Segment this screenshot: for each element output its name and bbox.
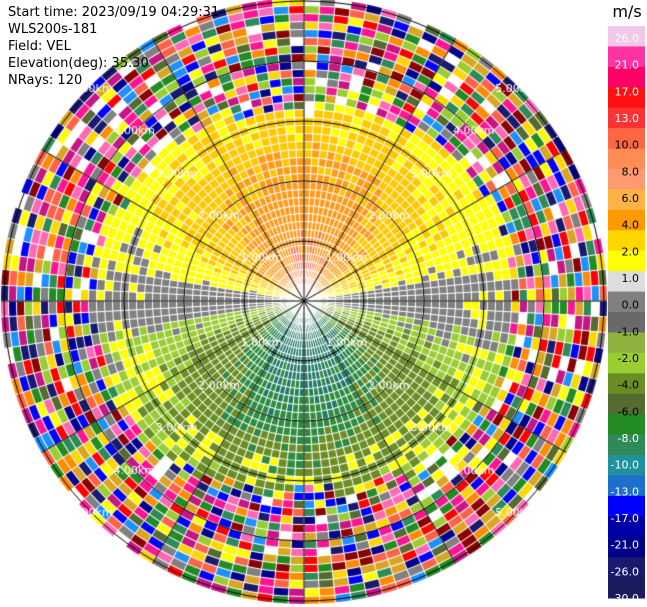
colorbar-tick-label: -30.0: [611, 592, 639, 605]
colorbar-tick-label: -4.0: [618, 379, 639, 392]
colorbar-swatch: [608, 26, 645, 47]
field-label: Field: VEL: [8, 39, 71, 54]
colorbar-swatch: [608, 230, 645, 252]
colorbar-tick-label: 4.0: [622, 219, 640, 232]
colorbar-tick-label: 2.0: [622, 245, 640, 258]
colorbar-swatch: [608, 312, 645, 333]
colorbar-swatch: [608, 373, 645, 395]
colorbar-tick-label: 21.0: [615, 59, 640, 72]
colorbar-swatch: [608, 148, 645, 170]
colorbar-tick-label: -13.0: [611, 485, 639, 498]
colorbar-swatch: [608, 66, 645, 88]
colorbar-swatch: [608, 577, 645, 599]
colorbar-swatch: [608, 107, 645, 129]
colorbar-unit: m/s: [612, 2, 641, 21]
colorbar-swatch: [608, 434, 645, 456]
colorbar-swatch: [608, 557, 645, 579]
colorbar-tick-label: 17.0: [615, 85, 640, 98]
colorbar-tick-label: 13.0: [615, 112, 640, 125]
colorbar-tick-label: 6.0: [622, 192, 640, 205]
colorbar-swatch: [608, 209, 645, 231]
colorbar-tick-label: -2.0: [618, 352, 639, 365]
colorbar-swatch: [608, 536, 645, 558]
colorbar-swatch: [608, 189, 645, 211]
colorbar-tick-label: 0.0: [622, 299, 640, 312]
colorbar-swatch: [608, 87, 645, 109]
colorbar-swatch: [608, 271, 645, 293]
colorbar-swatch: [608, 495, 645, 517]
colorbar-swatch: [608, 169, 645, 190]
colorbar-tick-label: -17.0: [611, 512, 639, 525]
elevation-label: Elevation(deg): 35.30: [8, 56, 149, 71]
colorbar-tick-label: 26.0: [615, 32, 640, 45]
colorbar-tick-label: -6.0: [618, 405, 639, 418]
colorbar-swatch: [608, 414, 645, 436]
nrays-label: NRays: 120: [8, 73, 83, 88]
colorbar-swatch: [608, 475, 645, 497]
colorbar-swatch: [608, 516, 645, 538]
colorbar-tick-label: -1.0: [618, 325, 639, 338]
colorbar-swatch: [608, 393, 645, 415]
colorbar-tick-label: -26.0: [611, 565, 639, 578]
instrument-label: WLS200s-181: [8, 22, 98, 37]
info-panel: Start time: 2023/09/19 04:29:31 WLS200s-…: [8, 4, 219, 89]
colorbar-swatch: [608, 455, 645, 476]
colorbar-swatch: [608, 46, 645, 68]
colorbar-tick-label: -8.0: [618, 432, 639, 445]
colorbar-tick-label: 1.0: [622, 272, 640, 285]
colorbar-swatch: [608, 332, 645, 354]
colorbar-swatch: [608, 250, 645, 272]
colorbar-swatch: [608, 352, 645, 374]
colorbar-swatch: [608, 291, 645, 313]
start-time-label: Start time: 2023/09/19 04:29:31: [8, 5, 220, 20]
colorbar-tick-label: -21.0: [611, 539, 639, 552]
colorbar: m/s 26.0 21.0 17.0 13.0 10.0 8.0 6.0 4.0 2.0 1.0 0.…: [608, 2, 645, 605]
colorbar-swatch: [608, 128, 645, 150]
colorbar-tick-label: 10.0: [615, 139, 640, 152]
colorbar-tick-label: 8.0: [622, 165, 640, 178]
colorbar-tick-label: -10.0: [611, 459, 639, 472]
